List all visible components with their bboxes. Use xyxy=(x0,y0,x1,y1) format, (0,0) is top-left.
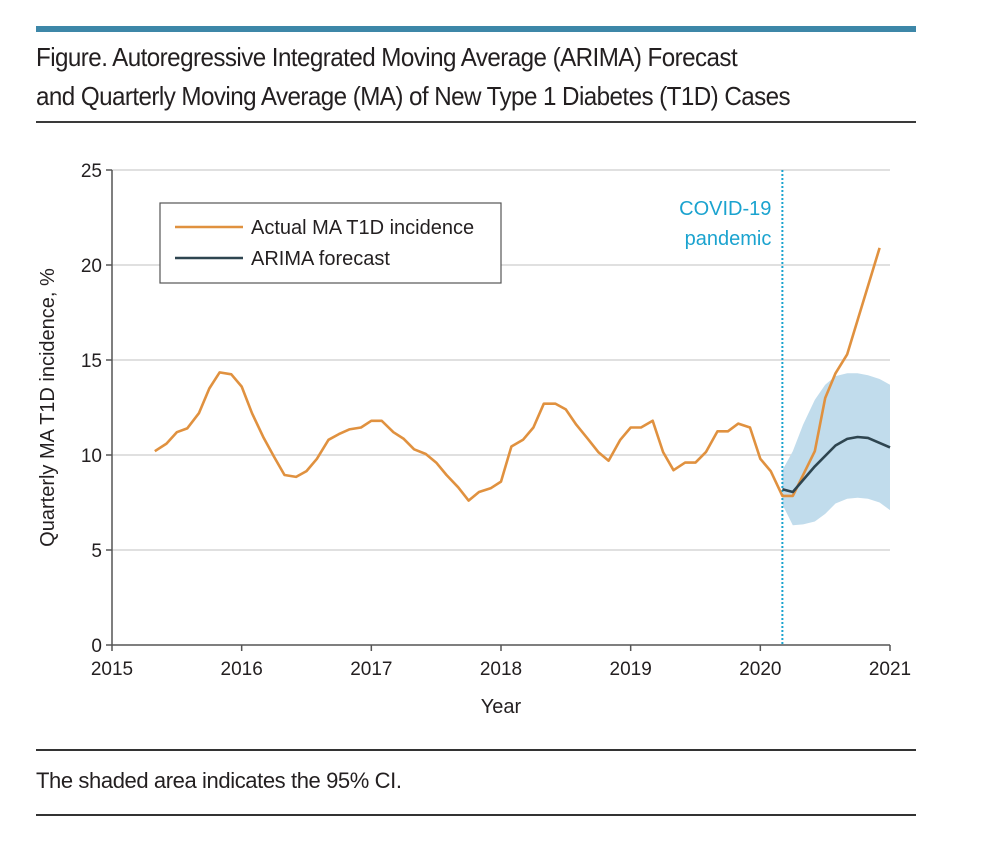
confidence-interval-band xyxy=(782,373,890,526)
line-chart: COVID-19 pandemic 0 5 10 15 20 25 2015 2016 2017… xyxy=(37,161,911,718)
x-tick-label: 2020 xyxy=(739,659,781,680)
y-tick-label: 25 xyxy=(81,161,102,182)
caption-divider-top xyxy=(36,749,916,751)
x-tick-label: 2021 xyxy=(869,659,911,680)
y-axis-title: Quarterly MA T1D incidence, % xyxy=(37,268,59,547)
legend-box xyxy=(159,202,502,284)
figure-title-line-1: Figure. Autoregressive Integrated Moving… xyxy=(36,42,738,72)
x-tick-label: 2016 xyxy=(221,659,263,680)
y-tick-label: 20 xyxy=(81,256,102,277)
title-divider xyxy=(36,121,916,123)
legend-label-arima: ARIMA forecast xyxy=(251,248,390,270)
figure-accent-bar xyxy=(36,26,916,32)
series-line-actual xyxy=(154,247,881,502)
x-tick-label: 2018 xyxy=(480,659,522,680)
figure-caption: The shaded area indicates the 95% CI. xyxy=(36,768,402,793)
covid-annotation-line-2: pandemic xyxy=(685,228,772,250)
figure-title: Figure. Autoregressive Integrated Moving… xyxy=(36,38,864,116)
legend: Actual MA T1D incidence ARIMA forecast xyxy=(159,202,502,284)
x-tick-label: 2015 xyxy=(91,659,133,680)
covid-annotation-line-1: COVID-19 xyxy=(679,198,771,220)
legend-label-actual: Actual MA T1D incidence xyxy=(251,217,474,239)
y-tick-label: 0 xyxy=(91,636,102,657)
y-tick-label: 15 xyxy=(81,351,102,372)
caption-divider-bottom xyxy=(36,814,916,816)
x-tick-label: 2017 xyxy=(350,659,392,680)
x-axis-title: Year xyxy=(481,696,522,718)
tick-labels: 0 5 10 15 20 25 2015 2016 2017 2018 2019 2020 2021 xyxy=(81,161,911,680)
x-tick-label: 2019 xyxy=(610,659,652,680)
figure-title-line-2: and Quarterly Moving Average (MA) of New… xyxy=(36,81,791,111)
axes xyxy=(106,169,891,651)
y-tick-label: 5 xyxy=(91,541,102,562)
series-line-arima xyxy=(782,435,891,494)
y-tick-label: 10 xyxy=(81,446,102,467)
